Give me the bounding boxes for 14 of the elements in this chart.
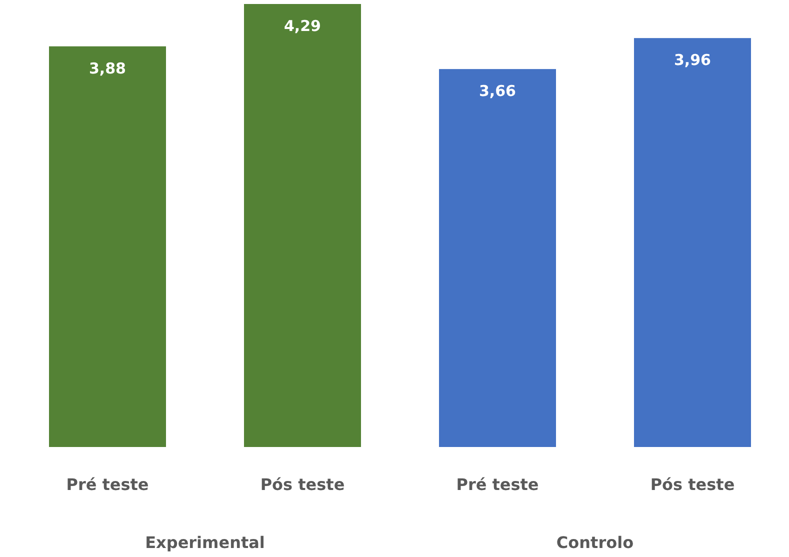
bar xyxy=(439,69,556,447)
bar xyxy=(244,4,361,447)
text: Controlo xyxy=(556,533,634,552)
x-tick-label: Pré teste xyxy=(456,475,539,494)
data-label: 4,29 xyxy=(284,17,322,35)
x-tick-label: Pré teste xyxy=(66,475,149,494)
data-label: 3,96 xyxy=(674,51,712,70)
bar xyxy=(634,38,751,447)
data-label: 3,88 xyxy=(88,59,126,78)
x-tick-label: Pós teste xyxy=(650,475,735,494)
data-label: 3,66 xyxy=(478,82,516,100)
text: Experimental xyxy=(145,533,265,552)
bar xyxy=(49,46,166,447)
x-tick-label: Pós teste xyxy=(260,475,345,494)
